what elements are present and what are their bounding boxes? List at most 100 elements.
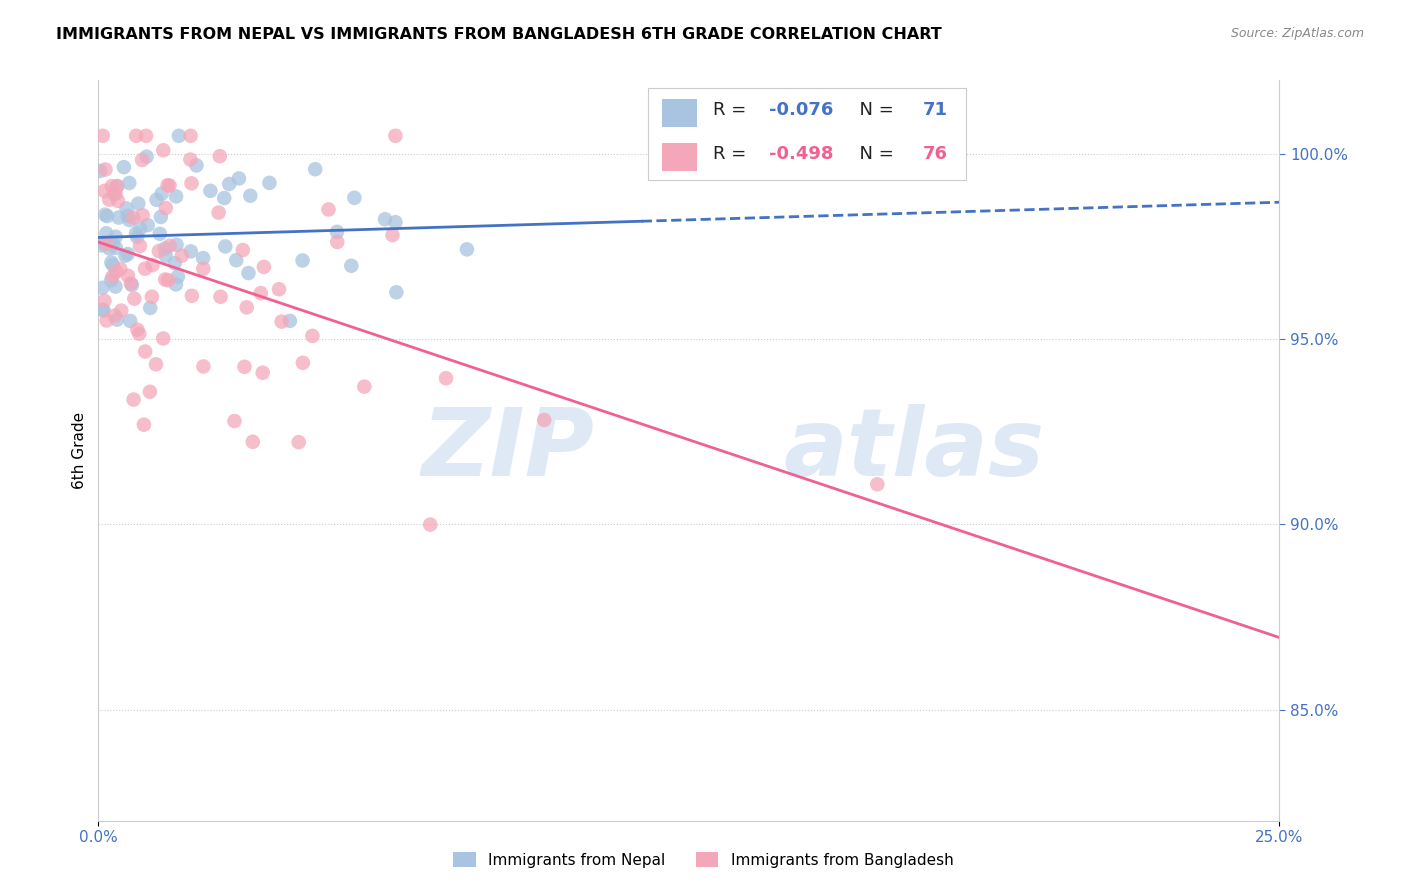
Legend: Immigrants from Nepal, Immigrants from Bangladesh: Immigrants from Nepal, Immigrants from B… (444, 844, 962, 875)
Point (145, 193, 167, 207)
Point (165, 189, 187, 203)
Point (214, 239, 236, 253)
Point (209, 290, 232, 304)
Point (153, 242, 176, 256)
Point (93, 236, 115, 251)
Point (253, 260, 276, 274)
Point (127, 196, 149, 211)
Point (252, 366, 274, 380)
Point (101, 269, 124, 284)
Point (193, 261, 215, 276)
Point (149, 227, 172, 241)
Point (180, 244, 202, 259)
Point (125, 227, 148, 241)
Point (278, 314, 301, 328)
Point (104, 186, 127, 201)
FancyBboxPatch shape (662, 99, 697, 128)
Point (165, 277, 187, 292)
Point (232, 243, 254, 257)
Point (98, 193, 121, 207)
Point (291, 356, 314, 370)
Point (434, 371, 457, 385)
Point (456, 243, 478, 257)
Point (180, 289, 202, 303)
Point (186, 158, 208, 172)
Point (326, 225, 349, 239)
Point (135, 150, 157, 164)
Point (127, 323, 149, 337)
Point (153, 272, 176, 286)
Point (129, 239, 152, 253)
Point (193, 359, 215, 374)
Point (118, 176, 141, 190)
Point (225, 253, 247, 268)
Point (136, 218, 159, 232)
Point (89, 164, 111, 178)
Point (118, 213, 141, 227)
Point (122, 211, 145, 225)
Point (100, 255, 122, 269)
Point (117, 268, 139, 283)
Point (104, 279, 127, 293)
Point (249, 286, 271, 301)
Point (110, 303, 132, 318)
Point (105, 179, 128, 194)
Point (94, 162, 117, 177)
Point (96, 227, 118, 241)
Text: 71: 71 (922, 101, 948, 119)
Point (353, 379, 375, 393)
Point (96, 209, 118, 223)
Point (104, 241, 127, 255)
Point (238, 266, 260, 280)
Point (218, 177, 240, 191)
Point (105, 179, 128, 194)
Point (152, 331, 174, 345)
Point (91, 128, 114, 143)
Point (267, 282, 290, 296)
Point (533, 413, 555, 427)
Point (107, 194, 129, 208)
Point (120, 277, 142, 291)
Point (93, 184, 115, 198)
FancyBboxPatch shape (662, 143, 697, 171)
Point (374, 212, 396, 227)
Point (131, 208, 153, 222)
Point (112, 160, 135, 174)
Text: 76: 76 (922, 145, 948, 163)
Point (104, 309, 127, 323)
Point (180, 176, 202, 190)
Text: -0.076: -0.076 (769, 101, 834, 119)
Point (124, 292, 146, 306)
Point (291, 253, 314, 268)
Point (131, 153, 153, 167)
Point (105, 312, 128, 326)
Point (326, 235, 349, 249)
Point (105, 265, 128, 279)
Y-axis label: 6th Grade: 6th Grade (72, 412, 87, 489)
FancyBboxPatch shape (648, 87, 966, 180)
Point (150, 186, 173, 201)
Point (384, 128, 406, 143)
Point (121, 277, 143, 292)
Text: R =: R = (713, 145, 752, 163)
Point (114, 249, 136, 263)
Point (259, 176, 281, 190)
Point (163, 256, 186, 270)
Point (419, 517, 441, 532)
Point (170, 249, 193, 263)
Point (101, 179, 124, 194)
Point (212, 191, 235, 205)
Point (155, 201, 177, 215)
Point (100, 273, 122, 287)
Point (101, 236, 124, 251)
Text: N =: N = (848, 101, 900, 119)
Point (96, 236, 118, 251)
Point (384, 215, 406, 229)
Point (191, 251, 214, 265)
Point (117, 209, 139, 223)
Point (110, 261, 132, 276)
Point (148, 244, 170, 258)
Point (98, 242, 121, 256)
Point (125, 128, 148, 143)
Text: -0.498: -0.498 (769, 145, 834, 163)
